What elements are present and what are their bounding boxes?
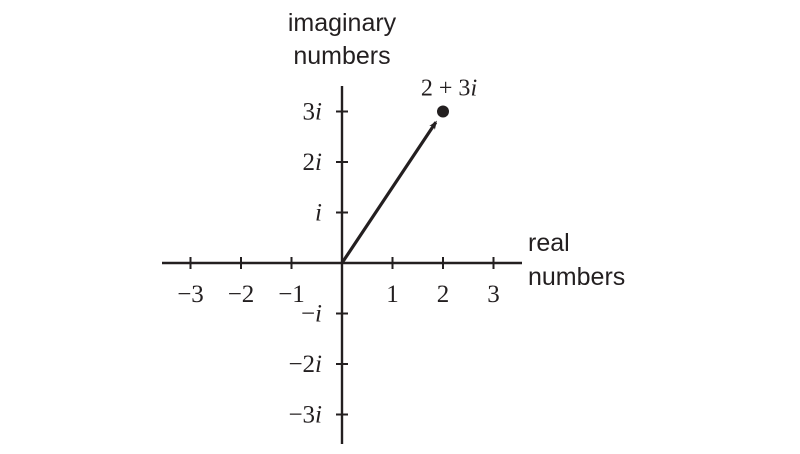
y-tick-label: 2i [303,149,323,176]
x-tick-label: −1 [278,281,305,308]
x-tick-label: 1 [386,281,399,308]
real-axis-tick-labels: −3 −2 −1 1 2 3 [177,281,500,308]
y-tick-coefficient: 3 [303,99,316,126]
point-label-real-part: 2 + 3 [421,76,471,102]
real-axis-label-line2: numbers [528,263,625,291]
y-tick-imaginary-unit: i [315,99,322,126]
real-axis-ticks [189,257,495,269]
y-tick-imaginary-unit: i [315,149,322,176]
x-tick-label: −3 [177,281,204,308]
y-tick-label: 3i [303,99,323,126]
real-axis-label-line1: real [528,229,570,257]
y-tick-imaginary-unit: i [315,402,322,429]
y-tick-coefficient: − [301,301,315,328]
y-tick-coefficient: −2 [288,351,315,378]
vector-arrow [340,120,438,264]
y-tick-coefficient: 2 [303,149,316,176]
y-tick-label: i [315,200,322,227]
y-tick-label: −i [301,301,322,328]
point-label: 2 + 3i [421,76,477,102]
imaginary-axis-label-line1: imaginary [288,9,397,37]
imaginary-axis-ticks [336,110,348,416]
point-label-imaginary-unit: i [470,76,477,102]
y-tick-coefficient: −3 [288,402,315,429]
y-tick-label: −3i [288,402,322,429]
x-tick-label: −2 [228,281,255,308]
y-tick-label: −2i [288,351,322,378]
y-tick-imaginary-unit: i [315,301,322,328]
complex-point [437,105,449,118]
x-tick-label: 3 [487,281,500,308]
x-tick-label: 2 [437,281,450,308]
imaginary-axis-label-line2: numbers [293,42,390,70]
y-tick-imaginary-unit: i [315,351,322,378]
y-tick-imaginary-unit: i [315,200,322,227]
